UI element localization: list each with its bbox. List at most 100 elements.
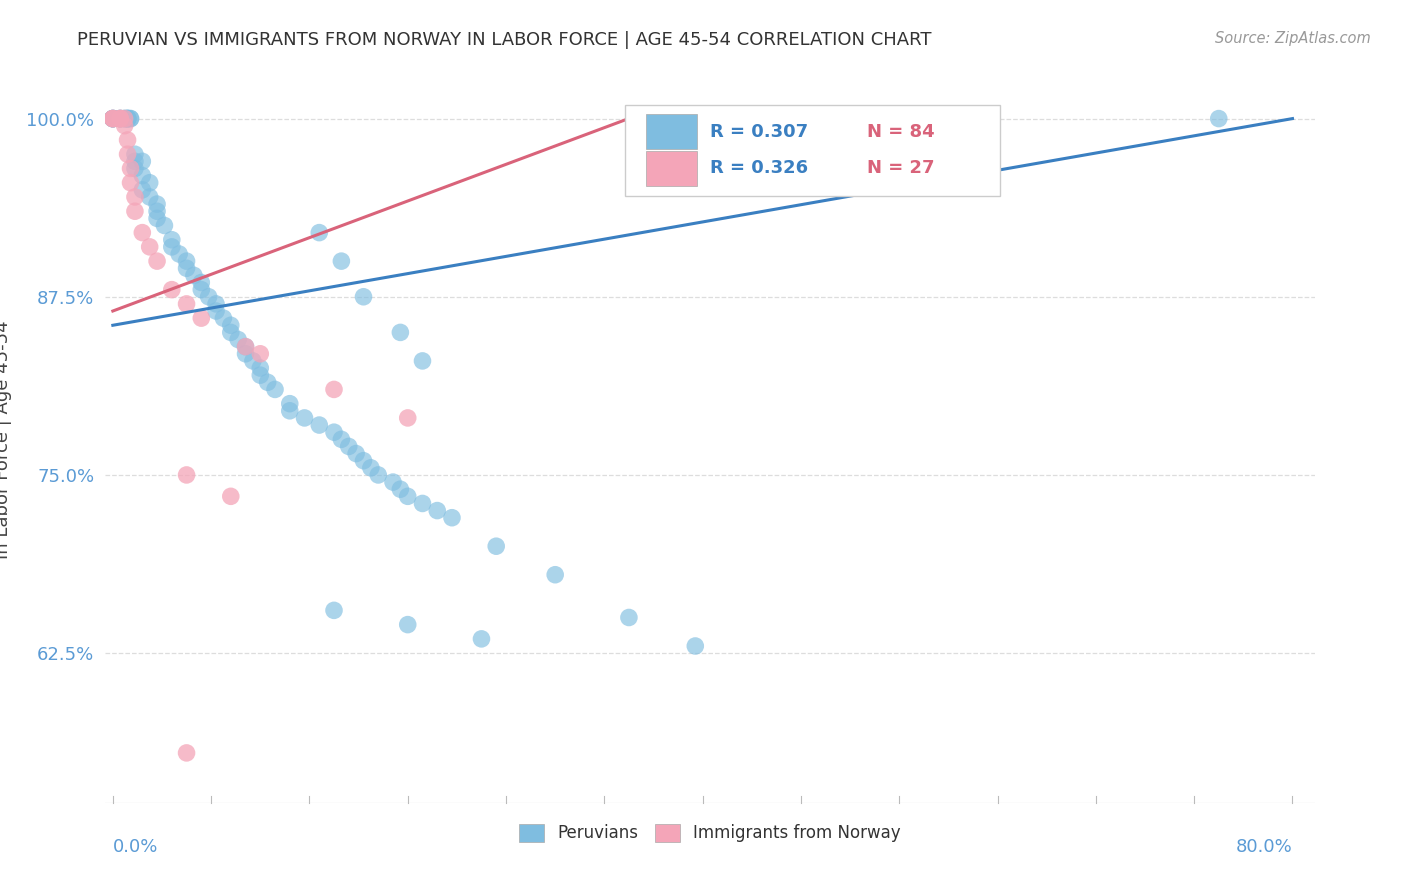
Point [249, 368, 271, 383]
Point [485, 539, 508, 553]
Point [114, 112, 136, 126]
Point [114, 112, 136, 126]
Text: 80.0%: 80.0% [1236, 838, 1292, 856]
Point [124, 190, 146, 204]
Point [101, 112, 124, 126]
Point [101, 112, 124, 126]
Point [124, 161, 146, 176]
Point [114, 112, 136, 126]
Point [153, 219, 176, 233]
Point [544, 567, 567, 582]
Point [235, 347, 257, 361]
Point [124, 154, 146, 169]
Point [146, 197, 169, 211]
Point [108, 112, 131, 126]
Text: R = 0.326: R = 0.326 [710, 159, 808, 178]
Point [176, 297, 198, 311]
Point [183, 268, 205, 283]
Point [308, 226, 330, 240]
Point [219, 326, 242, 340]
Text: N = 84: N = 84 [868, 123, 935, 141]
Point [190, 283, 212, 297]
Point [411, 354, 433, 368]
Point [337, 439, 360, 453]
Point [197, 290, 219, 304]
Point [360, 460, 382, 475]
Point [117, 147, 139, 161]
FancyBboxPatch shape [645, 151, 697, 186]
Point [249, 347, 271, 361]
Point [176, 467, 198, 482]
Point [138, 190, 160, 204]
Point [120, 176, 142, 190]
Point [278, 397, 301, 411]
Point [470, 632, 492, 646]
Point [108, 112, 131, 126]
Point [235, 340, 257, 354]
Point [242, 354, 264, 368]
Point [117, 112, 139, 126]
Point [323, 425, 346, 440]
Y-axis label: In Labor Force | Age 45-54: In Labor Force | Age 45-54 [0, 320, 13, 558]
Point [176, 746, 198, 760]
Point [120, 112, 142, 126]
Point [176, 254, 198, 268]
Point [249, 361, 271, 376]
Point [411, 496, 433, 510]
Point [124, 147, 146, 161]
Point [330, 254, 353, 268]
Point [685, 639, 707, 653]
Point [146, 204, 169, 219]
Point [440, 510, 463, 524]
Point [160, 240, 183, 254]
Point [396, 411, 419, 425]
Point [219, 318, 242, 333]
Point [190, 276, 212, 290]
Point [167, 247, 190, 261]
FancyBboxPatch shape [645, 114, 697, 149]
Point [108, 112, 131, 126]
Point [323, 603, 346, 617]
Point [256, 376, 278, 390]
Point [131, 154, 153, 169]
Point [160, 283, 183, 297]
Point [108, 112, 131, 126]
Point [205, 304, 228, 318]
Point [101, 112, 124, 126]
Text: Source: ZipAtlas.com: Source: ZipAtlas.com [1215, 31, 1371, 46]
Point [426, 503, 449, 517]
Point [108, 112, 131, 126]
Point [117, 133, 139, 147]
Point [138, 176, 160, 190]
Point [146, 211, 169, 226]
Point [190, 311, 212, 326]
Point [131, 183, 153, 197]
Point [101, 112, 124, 126]
Point [330, 432, 353, 446]
Text: R = 0.307: R = 0.307 [710, 123, 808, 141]
Point [117, 112, 139, 126]
Point [101, 112, 124, 126]
Point [176, 261, 198, 276]
Point [294, 411, 316, 425]
Point [353, 453, 375, 467]
Point [219, 489, 242, 503]
Point [367, 467, 389, 482]
Legend: Peruvians, Immigrants from Norway: Peruvians, Immigrants from Norway [512, 817, 908, 849]
Point [114, 119, 136, 133]
Point [124, 204, 146, 219]
Point [617, 610, 640, 624]
FancyBboxPatch shape [626, 105, 1000, 195]
Point [389, 482, 412, 496]
Point [212, 311, 235, 326]
Point [146, 254, 169, 268]
Point [344, 446, 367, 460]
Point [264, 383, 287, 397]
Text: 0.0%: 0.0% [112, 838, 159, 856]
Point [382, 475, 405, 489]
Point [101, 112, 124, 126]
Point [138, 240, 160, 254]
Point [117, 112, 139, 126]
Point [108, 112, 131, 126]
Point [101, 112, 124, 126]
